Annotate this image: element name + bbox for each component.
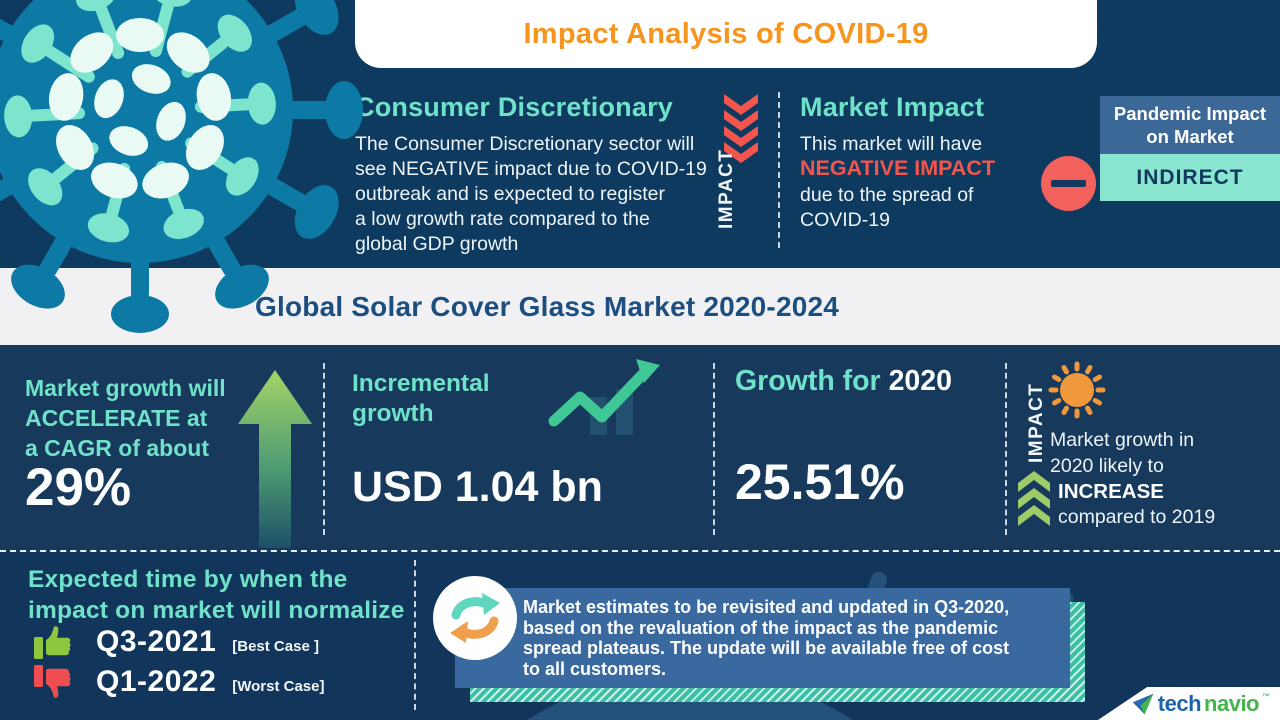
vertical-dashed-divider	[778, 92, 780, 248]
refresh-icon	[433, 576, 517, 660]
outlook-increase-highlight: INCREASE	[1058, 480, 1164, 503]
thumbs-down-icon	[34, 665, 71, 698]
brand-tech: tech	[1157, 690, 1202, 716]
best-case-value: Q3-2021	[96, 625, 217, 658]
outlook-line1: Market growth in 2020 likely to	[1050, 429, 1195, 477]
worst-case-value: Q1-2022	[96, 665, 217, 698]
thumbs-up-icon	[34, 626, 71, 659]
brand-trademark: ™	[1262, 692, 1270, 701]
normalize-heading: Expected time by when the impact on mark…	[28, 566, 405, 624]
top-section: Impact Analysis of COVID-19 Consumer Dis…	[0, 0, 1280, 333]
market-title-band: Global Solar Cover Glass Market 2020-202…	[0, 268, 1280, 345]
header-banner: Impact Analysis of COVID-19	[355, 0, 1097, 68]
growth-2020-lead: Growth for 2020	[735, 365, 952, 398]
impact-vertical-label: IMPACT	[716, 148, 737, 229]
coronavirus-illustration-icon	[0, 0, 363, 333]
market-impact-heading: Market Impact	[800, 92, 985, 122]
update-note-text: Market estimates to be revisited and upd…	[523, 597, 1010, 679]
negative-impact-minus-icon	[1041, 156, 1096, 211]
vertical-dashed-divider	[414, 560, 416, 710]
incremental-growth-lead: Incremental growth	[352, 370, 490, 427]
down-chevrons-icon	[724, 94, 758, 163]
consumer-discretionary-body: The Consumer Discretionary sector will s…	[355, 133, 707, 255]
pandemic-impact-badge: Pandemic Impact on Market INDIRECT	[1100, 96, 1280, 201]
pandemic-impact-badge-title: Pandemic Impact on Market	[1100, 96, 1280, 154]
trend-line-chart-icon	[548, 359, 660, 435]
update-note-box: Market estimates to be revisited and upd…	[455, 588, 1070, 688]
coronavirus-small-icon	[1048, 361, 1106, 419]
cagr-value: 29%	[25, 458, 132, 517]
stats-band: Market growth will ACCELERATE at a CAGR …	[0, 345, 1280, 552]
growth-2020-lead-year: 2020	[888, 365, 952, 397]
impact-vertical-label: IMPACT	[1026, 382, 1047, 463]
negative-impact-highlight: NEGATIVE IMPACT	[800, 156, 996, 180]
vertical-dashed-divider	[1005, 363, 1007, 535]
growth-2020-lead-teal: Growth for	[735, 365, 889, 397]
horizontal-dashed-divider	[0, 550, 1280, 552]
outlook-line2: compared to 2019	[1058, 506, 1216, 528]
worst-case-row: Q1-2022 [Worst Case]	[33, 664, 325, 700]
best-case-row: Q3-2021 [Best Case ]	[33, 624, 319, 660]
best-case-note: [Best Case ]	[232, 637, 319, 655]
technavio-logo: tech navio ™	[1098, 687, 1280, 720]
market-impact-line2: due to the spread of COVID-19	[800, 184, 974, 231]
vertical-dashed-divider	[323, 363, 325, 535]
bottom-section: Expected time by when the impact on mark…	[0, 552, 1280, 720]
up-chevrons-icon	[1018, 471, 1050, 526]
brand-navio: navio	[1204, 690, 1259, 716]
growth-2020-value: 25.51%	[735, 454, 905, 510]
incremental-growth-value: USD 1.04 bn	[352, 463, 603, 511]
technavio-arrow-icon	[1132, 693, 1154, 714]
vertical-dashed-divider	[713, 363, 715, 535]
page-title: Impact Analysis of COVID-19	[523, 17, 929, 50]
consumer-discretionary-heading: Consumer Discretionary	[355, 92, 673, 122]
growth-up-arrow-icon	[238, 370, 312, 548]
market-title: Global Solar Cover Glass Market 2020-202…	[255, 290, 840, 322]
pandemic-impact-badge-value: INDIRECT	[1100, 154, 1280, 201]
cagr-lead-text: Market growth will ACCELERATE at a CAGR …	[25, 375, 226, 461]
worst-case-note: [Worst Case]	[232, 677, 325, 695]
market-impact-line1: This market will have	[800, 133, 983, 155]
